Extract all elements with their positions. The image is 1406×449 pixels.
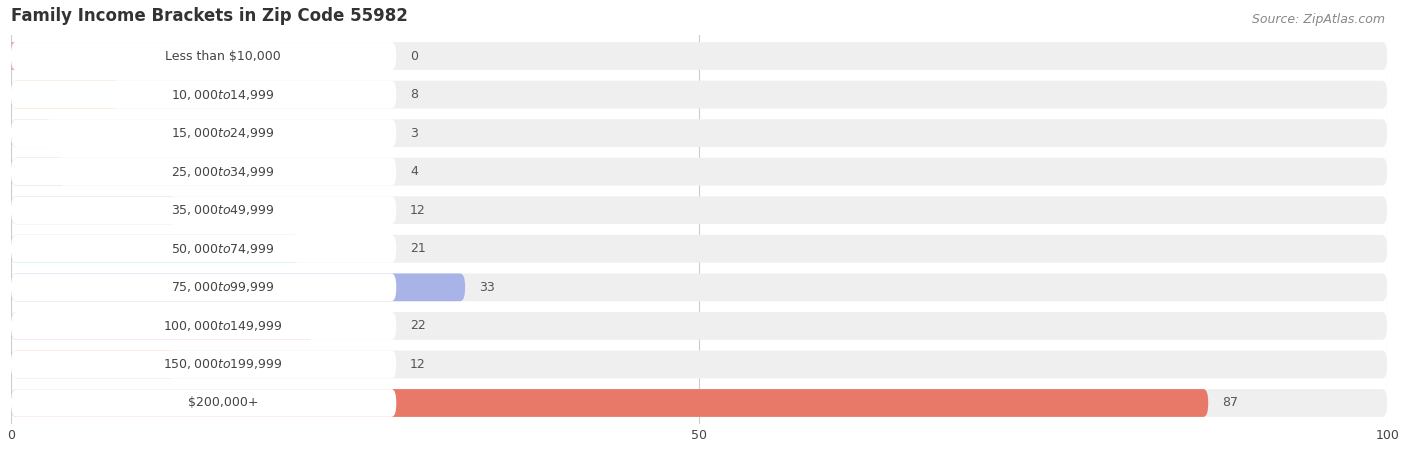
Text: Family Income Brackets in Zip Code 55982: Family Income Brackets in Zip Code 55982 bbox=[11, 7, 408, 25]
FancyBboxPatch shape bbox=[11, 389, 396, 417]
FancyBboxPatch shape bbox=[11, 119, 52, 147]
Text: 3: 3 bbox=[411, 127, 418, 140]
Text: $25,000 to $34,999: $25,000 to $34,999 bbox=[172, 165, 274, 179]
Text: $35,000 to $49,999: $35,000 to $49,999 bbox=[172, 203, 274, 217]
FancyBboxPatch shape bbox=[11, 196, 396, 224]
Text: 0: 0 bbox=[411, 49, 418, 62]
Text: $150,000 to $199,999: $150,000 to $199,999 bbox=[163, 357, 283, 371]
FancyBboxPatch shape bbox=[11, 81, 121, 109]
FancyBboxPatch shape bbox=[11, 158, 1388, 185]
FancyBboxPatch shape bbox=[11, 235, 299, 263]
Text: $10,000 to $14,999: $10,000 to $14,999 bbox=[172, 88, 274, 101]
FancyBboxPatch shape bbox=[11, 42, 1388, 70]
Text: $100,000 to $149,999: $100,000 to $149,999 bbox=[163, 319, 283, 333]
FancyBboxPatch shape bbox=[11, 273, 1388, 301]
FancyBboxPatch shape bbox=[11, 42, 396, 70]
FancyBboxPatch shape bbox=[11, 273, 396, 301]
Text: Less than $10,000: Less than $10,000 bbox=[165, 49, 281, 62]
Text: $200,000+: $200,000+ bbox=[187, 396, 259, 409]
FancyBboxPatch shape bbox=[11, 351, 1388, 379]
FancyBboxPatch shape bbox=[11, 119, 1388, 147]
Text: $75,000 to $99,999: $75,000 to $99,999 bbox=[172, 280, 274, 295]
FancyBboxPatch shape bbox=[11, 196, 1388, 224]
FancyBboxPatch shape bbox=[11, 351, 396, 379]
FancyBboxPatch shape bbox=[11, 312, 396, 340]
FancyBboxPatch shape bbox=[11, 119, 396, 147]
Text: Source: ZipAtlas.com: Source: ZipAtlas.com bbox=[1251, 13, 1385, 26]
FancyBboxPatch shape bbox=[11, 158, 396, 185]
FancyBboxPatch shape bbox=[6, 42, 15, 70]
FancyBboxPatch shape bbox=[11, 235, 396, 263]
FancyBboxPatch shape bbox=[11, 235, 1388, 263]
FancyBboxPatch shape bbox=[11, 81, 396, 109]
FancyBboxPatch shape bbox=[11, 273, 465, 301]
Text: 8: 8 bbox=[411, 88, 418, 101]
Text: 12: 12 bbox=[411, 358, 426, 371]
FancyBboxPatch shape bbox=[11, 158, 66, 185]
FancyBboxPatch shape bbox=[11, 81, 1388, 109]
FancyBboxPatch shape bbox=[11, 389, 1388, 417]
FancyBboxPatch shape bbox=[11, 312, 314, 340]
Text: 22: 22 bbox=[411, 319, 426, 332]
Text: 4: 4 bbox=[411, 165, 418, 178]
Text: 21: 21 bbox=[411, 242, 426, 255]
FancyBboxPatch shape bbox=[11, 196, 176, 224]
Text: 87: 87 bbox=[1222, 396, 1237, 409]
FancyBboxPatch shape bbox=[11, 389, 1208, 417]
Text: $50,000 to $74,999: $50,000 to $74,999 bbox=[172, 242, 274, 256]
Text: 12: 12 bbox=[411, 204, 426, 217]
FancyBboxPatch shape bbox=[11, 312, 1388, 340]
Text: $15,000 to $24,999: $15,000 to $24,999 bbox=[172, 126, 274, 140]
FancyBboxPatch shape bbox=[11, 351, 176, 379]
Text: 33: 33 bbox=[479, 281, 495, 294]
